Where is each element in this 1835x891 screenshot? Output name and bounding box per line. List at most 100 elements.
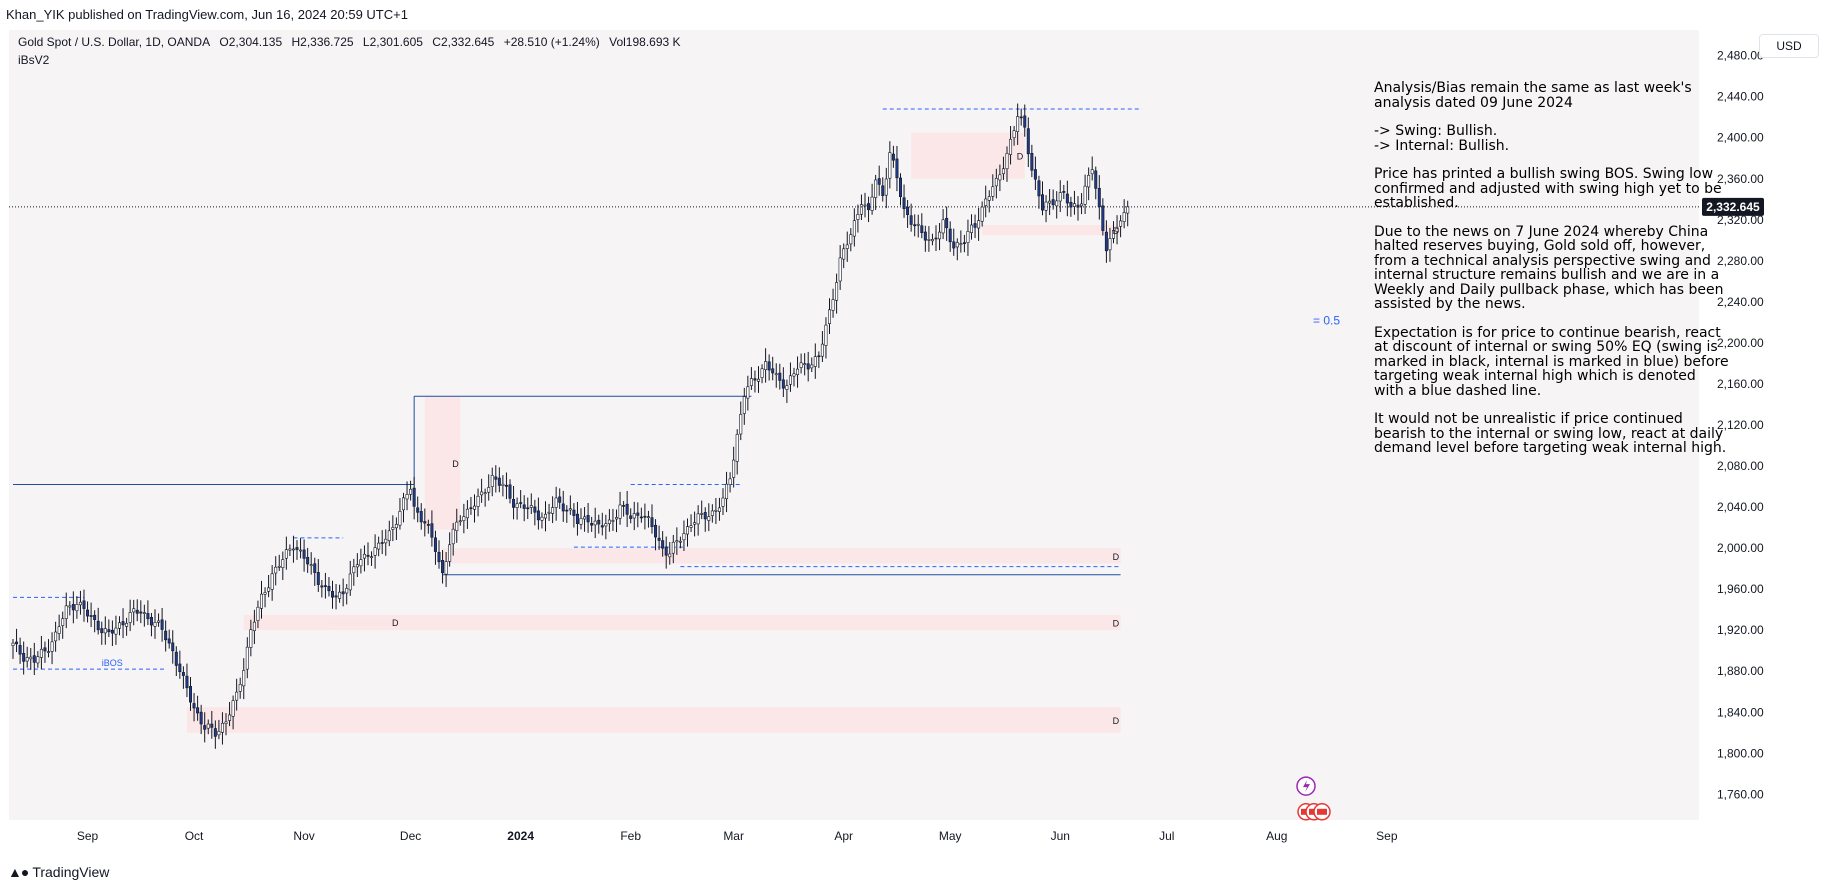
bear-candle — [767, 361, 771, 371]
bear-candle — [636, 512, 640, 516]
bull-candle — [1080, 203, 1084, 207]
bull-candle — [309, 564, 313, 567]
bull-candle — [955, 242, 959, 248]
x-tick-label: May — [939, 829, 962, 843]
bull-candle — [455, 521, 459, 532]
bear-candle — [575, 513, 579, 524]
bull-candle — [927, 239, 931, 241]
bull-candle — [288, 548, 292, 551]
bear-candle — [1033, 169, 1037, 180]
footer-brand[interactable]: ▲● TradingView — [8, 864, 109, 880]
bear-candle — [22, 652, 26, 662]
bull-candle — [941, 219, 945, 234]
bear-candle — [139, 611, 143, 614]
footer-brand-text: TradingView — [32, 864, 110, 880]
bear-candle — [522, 504, 526, 509]
bull-candle — [405, 494, 409, 500]
y-tick-label: 2,000.000 — [1717, 541, 1764, 555]
demand-zone-label: D — [452, 459, 459, 469]
y-tick-label: 1,800.000 — [1717, 746, 1764, 760]
bull-candle — [888, 152, 892, 179]
bull-candle — [114, 627, 118, 635]
candles — [11, 103, 1130, 749]
indicator-name[interactable]: iBsV2 — [18, 53, 50, 67]
bull-candle — [682, 533, 686, 541]
x-tick-label: Apr — [834, 829, 853, 843]
bull-candle — [36, 656, 40, 664]
bear-candle — [906, 206, 910, 215]
bear-candle — [1065, 193, 1069, 204]
bull-candle — [792, 373, 796, 377]
bull-candle — [678, 540, 682, 543]
last-price-badge — [1702, 197, 1764, 216]
bear-candle — [135, 609, 139, 614]
bear-candle — [32, 655, 36, 663]
bear-candle — [366, 554, 370, 557]
bull-candle — [487, 487, 491, 493]
bear-candle — [196, 707, 200, 714]
bear-candle — [213, 728, 217, 737]
y-tick-label: 2,360.000 — [1717, 172, 1764, 186]
bull-candle — [930, 239, 934, 242]
bear-candle — [558, 496, 562, 503]
bull-candle — [61, 618, 65, 626]
price-axis[interactable]: 1,760.000 1,800.000 1,840.000 1,880.000 1,92… — [1717, 49, 1764, 802]
bull-candle — [685, 526, 689, 535]
bear-candle — [96, 620, 100, 631]
bull-candle — [746, 386, 750, 399]
bear-candle — [1030, 152, 1034, 171]
bear-candle — [316, 572, 320, 585]
bear-candle — [806, 363, 810, 370]
bull-candle — [238, 684, 242, 692]
bear-candle — [586, 515, 590, 523]
bear-candle — [295, 547, 299, 550]
bull-candle — [820, 343, 824, 357]
x-tick-label: Sep — [77, 829, 99, 843]
bull-candle — [377, 542, 381, 550]
bear-candle — [412, 487, 416, 507]
bull-candle — [607, 519, 611, 524]
bear-candle — [639, 516, 643, 519]
last-price-text: 2,332.645 — [1706, 200, 1760, 214]
bear-candle — [597, 519, 601, 525]
bear-candle — [891, 153, 895, 161]
bull-candle — [75, 604, 79, 612]
x-tick-label: Feb — [620, 829, 641, 843]
bull-candle — [291, 548, 295, 551]
bull-candle — [728, 478, 732, 485]
bull-candle — [579, 518, 583, 525]
bear-candle — [437, 551, 441, 563]
bear-candle — [327, 586, 331, 592]
bull-candle — [231, 700, 235, 717]
y-tick-label: 1,880.000 — [1717, 664, 1764, 678]
y-tick-label: 2,400.000 — [1717, 131, 1764, 145]
demand-zone — [442, 548, 1121, 564]
bull-candle — [732, 459, 736, 478]
legend-open: O2,304.135 — [219, 35, 283, 49]
bull-candle — [284, 549, 288, 559]
bull-candle — [991, 186, 995, 197]
y-tick-label: 2,480.000 — [1717, 49, 1764, 63]
symbol-legend[interactable]: Gold Spot / U.S. Dollar, 1D, OANDA O2,30… — [18, 35, 687, 49]
bull-candle — [1119, 220, 1123, 227]
lightning-icon — [1303, 780, 1310, 793]
bull-candle — [916, 223, 920, 226]
bear-candle — [167, 638, 171, 644]
bear-candle — [877, 178, 881, 185]
bull-candle — [987, 196, 991, 201]
bear-candle — [533, 506, 537, 513]
bear-candle — [934, 237, 938, 240]
bull-candle — [338, 591, 342, 599]
legend-low: L2,301.605 — [362, 35, 423, 49]
bear-candle — [203, 725, 207, 730]
time-axis[interactable]: Sep Oct Nov Dec 2024 Feb Mar Apr May Jun Jul Aug Sep — [77, 829, 1398, 843]
bull-candle — [217, 731, 221, 736]
bull-candle — [54, 631, 58, 642]
demand-zone-label: D — [1113, 552, 1120, 562]
currency-selector[interactable]: USD — [1759, 34, 1819, 58]
bull-candle — [157, 620, 161, 623]
y-tick-label: 2,200.000 — [1717, 336, 1764, 350]
y-tick-label: 2,440.000 — [1717, 90, 1764, 104]
bull-candle — [980, 206, 984, 222]
